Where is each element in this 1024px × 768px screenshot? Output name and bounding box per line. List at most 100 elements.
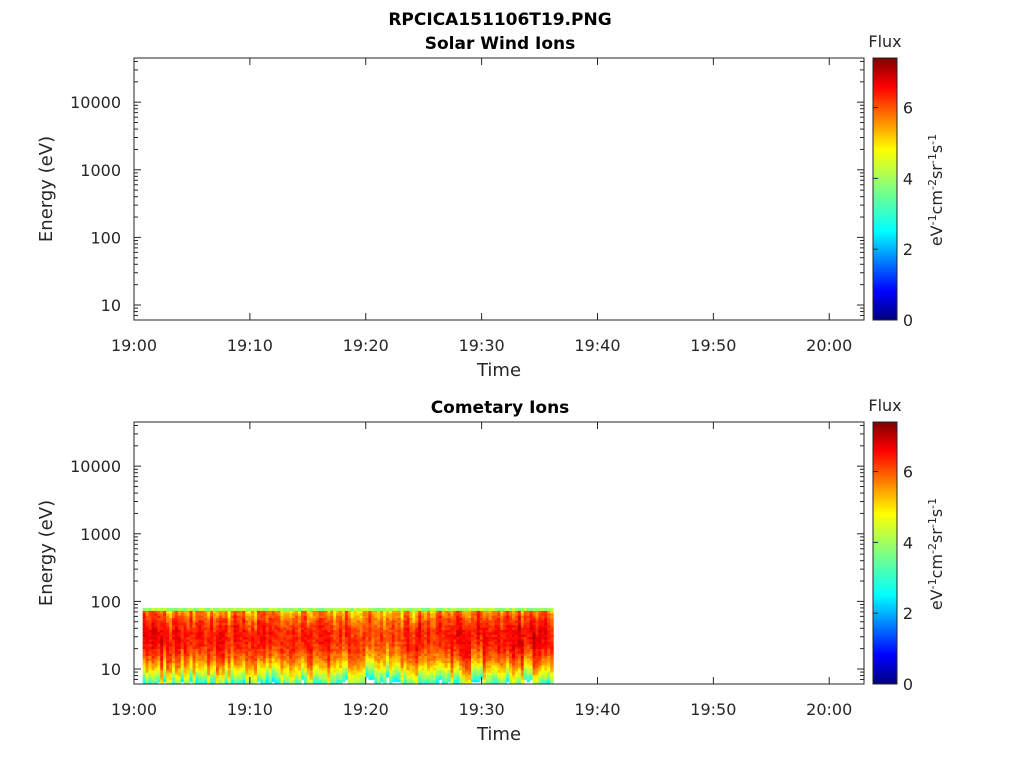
heat-cell bbox=[359, 641, 364, 645]
x-tick-label: 19:40 bbox=[574, 336, 620, 355]
heat-cell bbox=[356, 626, 361, 630]
heat-cell bbox=[324, 662, 328, 666]
heat-cell bbox=[438, 615, 443, 619]
heat-cell bbox=[295, 672, 299, 676]
heat-cell bbox=[330, 607, 334, 611]
heat-cell bbox=[517, 645, 522, 649]
heat-cell bbox=[353, 638, 358, 642]
heat-cell bbox=[506, 662, 510, 666]
heat-cell bbox=[512, 643, 516, 647]
heat-cell bbox=[473, 612, 478, 616]
heat-cell bbox=[333, 660, 337, 664]
heat-cell bbox=[350, 610, 355, 614]
heat-cell bbox=[374, 634, 378, 638]
heat-cell bbox=[330, 676, 334, 680]
heat-cell bbox=[350, 655, 355, 659]
heat-cell bbox=[491, 619, 496, 623]
heat-cell bbox=[166, 667, 170, 671]
heat-cell bbox=[303, 674, 308, 678]
heat-cell bbox=[298, 669, 302, 673]
heat-cell bbox=[388, 622, 393, 626]
heat-cell bbox=[368, 664, 372, 668]
heat-cell bbox=[180, 657, 185, 661]
heat-cell bbox=[538, 643, 542, 647]
heat-cell bbox=[300, 643, 305, 647]
heat-cell bbox=[233, 624, 238, 628]
heat-cell bbox=[172, 612, 176, 616]
heat-cell bbox=[186, 612, 191, 616]
heat-cell bbox=[251, 643, 255, 647]
heat-cell bbox=[172, 679, 176, 683]
heat-cell bbox=[312, 657, 317, 661]
heat-cell bbox=[180, 615, 185, 619]
heat-cell bbox=[471, 612, 475, 616]
heat-cell bbox=[233, 653, 238, 657]
heat-cell bbox=[468, 624, 472, 628]
heat-cell bbox=[242, 655, 246, 659]
heat-cell bbox=[427, 624, 431, 628]
heat-cell bbox=[535, 653, 540, 657]
heat-cell bbox=[468, 669, 472, 673]
heat-cell bbox=[509, 631, 513, 635]
heat-cell bbox=[344, 662, 349, 666]
heat-cell bbox=[415, 641, 419, 645]
heat-cell bbox=[485, 679, 490, 683]
heat-cell bbox=[479, 641, 484, 645]
heat-cell bbox=[271, 624, 276, 628]
heat-cell bbox=[462, 638, 466, 642]
heat-cell bbox=[295, 636, 299, 640]
heat-cell bbox=[497, 676, 501, 680]
heat-cell bbox=[500, 681, 504, 684]
heat-cell bbox=[397, 648, 402, 652]
heat-cell bbox=[292, 636, 296, 640]
heat-cell bbox=[494, 624, 498, 628]
heat-cell bbox=[476, 617, 481, 621]
heat-cell bbox=[353, 676, 358, 680]
heat-cell bbox=[195, 669, 199, 673]
heat-cell bbox=[303, 626, 308, 630]
heat-cell bbox=[429, 653, 434, 657]
heat-cell bbox=[482, 607, 487, 611]
heat-cell bbox=[277, 662, 282, 666]
heat-cell bbox=[479, 615, 484, 619]
heat-cell bbox=[145, 626, 150, 630]
heat-cell bbox=[374, 615, 378, 619]
heat-cell bbox=[318, 634, 323, 638]
heat-cell bbox=[330, 641, 334, 645]
heat-cell bbox=[257, 672, 261, 676]
heat-cell bbox=[239, 624, 243, 628]
x-tick-label: 19:20 bbox=[343, 700, 389, 719]
heat-cell bbox=[315, 631, 320, 635]
heat-cell bbox=[409, 681, 413, 684]
heat-cell bbox=[403, 624, 408, 628]
heat-cell bbox=[254, 617, 258, 621]
heat-cell bbox=[441, 664, 446, 668]
heat-cell bbox=[438, 612, 443, 616]
heat-cell bbox=[344, 622, 349, 626]
heat-cell bbox=[438, 634, 443, 638]
heat-cell bbox=[347, 660, 352, 664]
heat-cell bbox=[295, 681, 299, 684]
heat-cell bbox=[550, 679, 554, 683]
heat-cell bbox=[479, 645, 484, 649]
heat-cell bbox=[180, 676, 185, 680]
heat-cell bbox=[377, 617, 381, 621]
heat-cell bbox=[172, 645, 176, 649]
heat-cell bbox=[169, 634, 173, 638]
heat-cell bbox=[468, 610, 472, 614]
heat-cell bbox=[227, 617, 232, 621]
heat-cell bbox=[526, 636, 531, 640]
heat-cell bbox=[309, 629, 314, 633]
heat-cell bbox=[262, 619, 267, 623]
heat-cell bbox=[239, 629, 243, 633]
heat-cell bbox=[268, 648, 273, 652]
heat-cell bbox=[172, 662, 176, 666]
heat-cell bbox=[350, 634, 355, 638]
heat-cell bbox=[409, 664, 413, 668]
heat-cell bbox=[172, 669, 176, 673]
heat-cell bbox=[465, 610, 469, 614]
heat-cell bbox=[520, 622, 525, 626]
heat-cell bbox=[418, 607, 422, 611]
heat-cell bbox=[412, 650, 416, 654]
heat-cell bbox=[520, 624, 525, 628]
